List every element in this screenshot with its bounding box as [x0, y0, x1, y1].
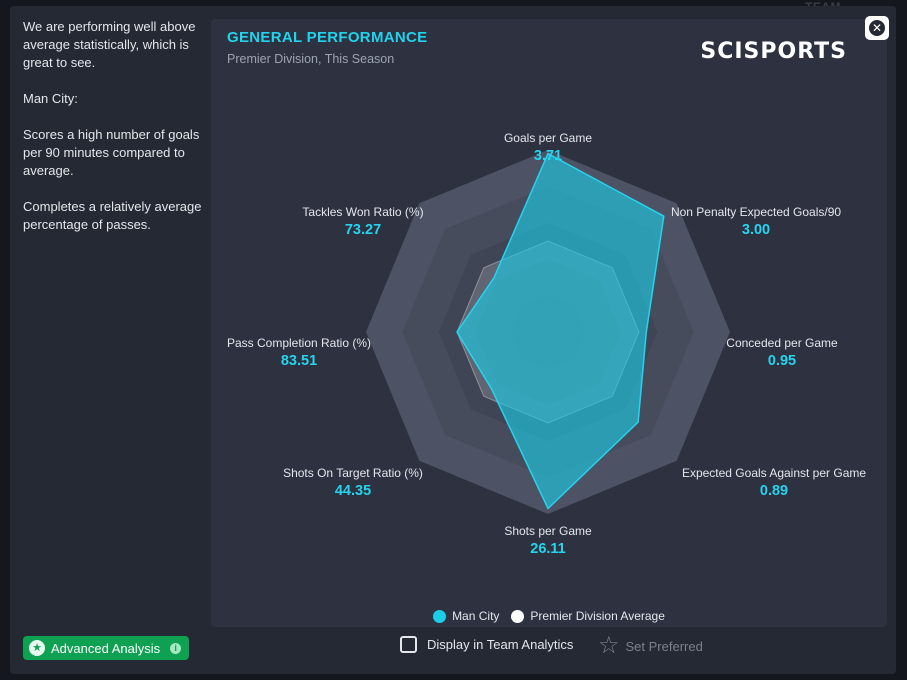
legend-label: Man City — [452, 609, 500, 623]
star-outline-icon: ☆ — [598, 632, 620, 659]
close-icon: ✕ — [869, 20, 885, 36]
axis-value: 0.95 — [768, 353, 796, 369]
axis-label: Tackles Won Ratio (%) — [302, 205, 423, 219]
radar-axis-labels: Goals per Game 3.71 Non Penalty Expected G… — [227, 131, 866, 557]
info-icon[interactable]: i — [170, 642, 182, 654]
advanced-analysis-label: Advanced Analysis — [51, 640, 161, 656]
close-button[interactable]: ✕ — [865, 16, 889, 40]
advanced-analysis-button[interactable]: ★ Advanced Analysis i — [23, 636, 189, 660]
axis-value: 26.11 — [530, 541, 566, 557]
summary-paragraph: We are performing well above average sta… — [23, 19, 196, 70]
star-badge-icon: ★ — [29, 640, 45, 656]
summary-paragraph: Scores a high number of goals per 90 min… — [23, 127, 200, 178]
set-preferred-button[interactable]: ☆ Set Preferred — [598, 634, 703, 658]
summary-paragraph: Completes a relatively average percentag… — [23, 199, 202, 232]
legend-dot-icon — [511, 609, 525, 623]
chart-legend: Man City Premier Division Average — [211, 609, 887, 623]
axis-label: Shots per Game — [504, 524, 592, 538]
display-in-team-analytics-toggle[interactable]: Display in Team Analytics — [400, 636, 573, 653]
display-checkbox[interactable] — [400, 636, 417, 653]
general-performance-modal: We are performing well above average sta… — [10, 6, 896, 674]
legend-item-man-city[interactable]: Man City — [433, 609, 499, 623]
axis-label: Pass Completion Ratio (%) — [227, 336, 371, 350]
axis-value: 83.51 — [281, 353, 317, 369]
axis-value: 73.27 — [345, 222, 381, 238]
scisports-logo: SCISPORTS — [700, 39, 847, 64]
performance-summary: We are performing well above average sta… — [23, 18, 208, 252]
legend-item-league-average[interactable]: Premier Division Average — [511, 609, 665, 623]
axis-label: Conceded per Game — [726, 336, 838, 350]
panel-title: GENERAL PERFORMANCE — [227, 29, 428, 46]
axis-value: 3.00 — [742, 222, 770, 238]
set-preferred-label: Set Preferred — [625, 638, 703, 654]
radar-chart-panel: GENERAL PERFORMANCE Premier Division, Th… — [211, 19, 887, 627]
axis-value: 44.35 — [335, 483, 371, 499]
display-label: Display in Team Analytics — [427, 637, 574, 652]
radar-series — [456, 152, 665, 510]
legend-dot-icon — [433, 609, 447, 623]
radar-chart: Goals per Game 3.71 Non Penalty Expected G… — [227, 131, 866, 557]
series-man-city — [456, 152, 665, 510]
summary-paragraph: Man City: — [23, 91, 78, 106]
axis-label: Goals per Game — [504, 131, 592, 145]
axis-label: Shots On Target Ratio (%) — [283, 466, 423, 480]
axis-value: 3.71 — [534, 148, 562, 164]
legend-label: Premier Division Average — [530, 609, 665, 623]
axis-label: Non Penalty Expected Goals/90 — [671, 205, 841, 219]
panel-subtitle: Premier Division, This Season — [227, 52, 395, 66]
axis-value: 0.89 — [760, 483, 788, 499]
axis-label: Expected Goals Against per Game — [682, 466, 866, 480]
